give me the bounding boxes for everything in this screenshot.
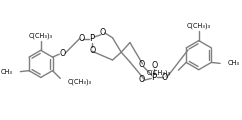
Text: O: O	[138, 75, 145, 84]
Text: P: P	[151, 73, 157, 82]
Text: O: O	[78, 34, 85, 43]
Text: C(CH₃)₃: C(CH₃)₃	[68, 78, 92, 85]
Text: C(CH₃)₃: C(CH₃)₃	[29, 33, 53, 39]
Text: C(CH₃)₃: C(CH₃)₃	[187, 23, 211, 29]
Text: C(CH₃)₃: C(CH₃)₃	[147, 70, 171, 76]
Text: O: O	[100, 28, 106, 37]
Text: O: O	[151, 61, 157, 70]
Text: O: O	[162, 73, 168, 82]
Text: O: O	[59, 49, 65, 58]
Text: CH₃: CH₃	[228, 60, 240, 66]
Text: P: P	[90, 34, 95, 43]
Text: O: O	[89, 46, 95, 55]
Text: CH₃: CH₃	[0, 69, 13, 75]
Text: O: O	[138, 60, 145, 69]
